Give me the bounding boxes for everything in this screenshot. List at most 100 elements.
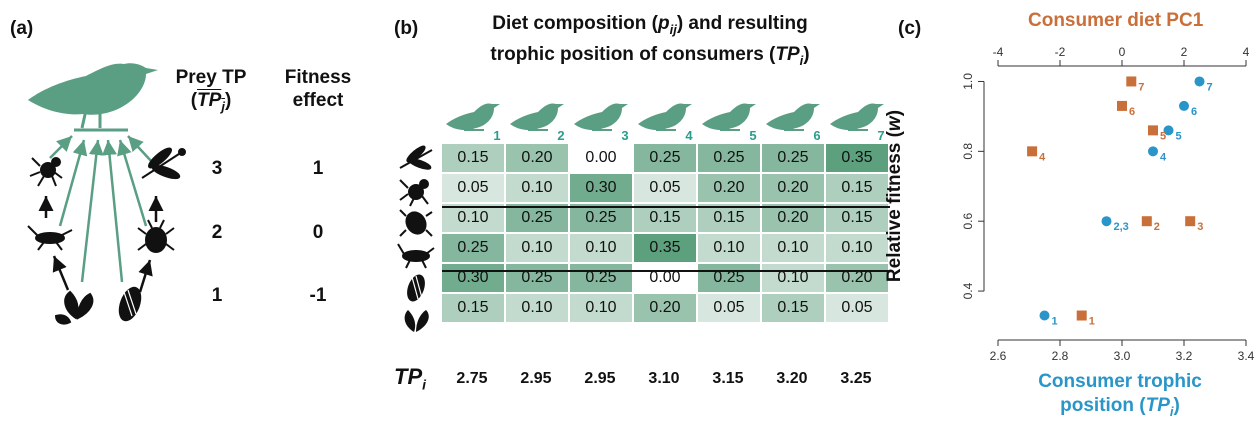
tp-value: 2.95 [584,370,616,387]
diet-cell: 0.25 [504,262,570,294]
diet-cell: 0.25 [568,202,634,234]
trophic-divider-lower [442,270,890,272]
bottom-tick-label: 2.8 [1052,349,1069,363]
y-axis-title: Relative fitness (w) [884,109,905,283]
panel-c-label: (c) [898,18,922,39]
diet-pc1-point [1117,100,1127,111]
diet-cell: 0.10 [504,292,570,324]
diet-cell: 0.35 [632,232,698,264]
diet-cell: 0.30 [440,262,506,294]
tp-value: 3.20 [776,370,808,387]
diet-cell: 0.15 [440,292,506,324]
bottom-tick-label: 3.4 [1238,349,1255,363]
tp-value: 3.25 [840,370,872,387]
consumer-number: 5 [749,128,756,143]
diet-matrix: 0.15 0.20 0.00 0.25 0.25 0.25 0.35 0.05 0.10 0.30… [440,142,890,324]
tp-values-row: 2.75 2.95 2.95 3.10 3.15 3.20 3.25 [440,370,888,388]
diet-cell: 0.05 [632,172,698,204]
consumer-bird-3: 3 [574,103,629,143]
diet-row: 0.30 0.25 0.25 0.00 0.25 0.10 0.20 [440,262,890,294]
diet-cell: 0.25 [696,142,762,174]
diet-cell: 0.20 [632,292,698,324]
diet-cell: 0.10 [696,232,762,264]
diet-matrix-container: 0.15 0.20 0.00 0.25 0.25 0.25 0.35 0.05 0.10 0.30… [440,142,890,324]
y-tick-label: 0.6 [961,213,975,230]
point-label: 4 [1039,151,1046,163]
seed-icon [407,274,425,302]
diet-arrows [49,135,153,283]
panel-b-label: (b) [394,18,419,39]
food-web-diagram [27,63,186,325]
bird-icon [830,103,884,131]
diet-row: 0.15 0.20 0.00 0.25 0.25 0.25 0.35 [440,142,890,174]
top-tick-label: -4 [993,45,1004,59]
consumer-bird-1: 1 [446,103,501,143]
tp-value: 3.15 [712,370,744,387]
trophic-position-point [1194,76,1205,87]
point-label: 6 [1129,106,1135,118]
point-label: 5 [1176,130,1182,142]
panel-b-title: Diet composition (pij) and resulting tro… [490,13,810,68]
bottom-tick-label: 2.6 [990,349,1007,363]
diet-cell: 0.25 [440,232,506,264]
prey-tp-header: Prey TP (TPj) [168,66,254,118]
consumer-bird-2: 2 [510,103,565,143]
fitness-scatter-plot: -4 -2 0 2 42.6 2.8 3.0 3.2 3.40.40.60.81.012,345… [961,45,1255,363]
tp-value: 2.95 [520,370,552,387]
trophic-position-point [1179,100,1189,111]
trophic-position-point [1101,216,1112,227]
leaf-icon [404,310,429,332]
y-tick-label: 0.4 [961,282,975,299]
beetle-icon [137,219,175,253]
bird-icon [766,103,820,131]
consumer-number: 3 [621,128,628,143]
diet-cell: 0.20 [696,172,762,204]
point-label: 3 [1197,221,1203,233]
consumer-number: 6 [813,128,820,143]
diet-row: 0.25 0.10 0.10 0.35 0.10 0.10 0.10 [440,232,890,264]
prey-tp-symbol: (TPj) [190,90,232,114]
diet-row: 0.05 0.10 0.30 0.05 0.20 0.20 0.15 [440,172,890,204]
top-axis-title: Consumer diet PC1 [1028,10,1204,31]
seed-icon [118,286,142,322]
diet-cell: 0.05 [696,292,762,324]
diet-cell: 0.10 [824,232,890,264]
point-label: 2 [1154,221,1160,233]
top-tick-label: -2 [1055,45,1066,59]
bird-icon [702,103,756,131]
fitness-effect-header: Fitness effect [284,67,352,111]
diet-cell: 0.10 [504,172,570,204]
cricket-icon [397,243,435,269]
bird-icon [638,103,692,131]
fitness-effect-row1: 1 [312,158,324,179]
diet-cell: 0.00 [568,142,634,174]
diet-row: 0.15 0.10 0.10 0.20 0.05 0.15 0.05 [440,292,890,324]
diet-cell: 0.05 [824,292,890,324]
prey-tp-row3: 1 [211,285,223,306]
prey-tp-row2: 2 [211,222,223,243]
consumer-birds-row: 1 2 3 4 5 6 7 [446,103,885,143]
diet-cell: 0.20 [504,142,570,174]
diet-cell: 0.25 [760,142,826,174]
bottom-tick-label: 3.2 [1176,349,1193,363]
diet-cell: 0.25 [696,262,762,294]
point-label: 4 [1160,151,1167,163]
trophic-divider-upper [442,206,890,208]
diet-cell: 0.30 [568,172,634,204]
bird-icon [510,103,564,131]
diet-cell: 0.15 [760,292,826,324]
diet-cell: 0.10 [568,292,634,324]
diet-pc1-point [1126,76,1137,87]
leaf-icon [54,290,94,325]
point-label: 2,3 [1114,221,1129,233]
fitness-effect-row3: -1 [309,285,327,306]
spider-icon [399,179,429,207]
consumer-number: 7 [877,128,884,143]
dragonfly-icon [141,147,186,180]
diet-cell: 0.35 [824,142,890,174]
diet-cell: 0.10 [568,232,634,264]
diet-pc1-point [1185,216,1196,227]
diet-cell: 0.20 [824,262,890,294]
consumer-bird-7: 7 [830,103,885,143]
diet-cell: 0.10 [760,262,826,294]
